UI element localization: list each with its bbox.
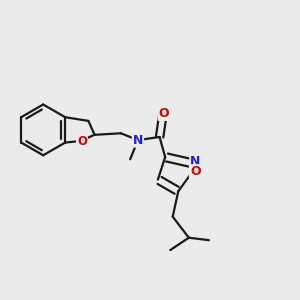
Text: O: O xyxy=(159,107,169,120)
Text: N: N xyxy=(190,155,200,168)
Text: N: N xyxy=(133,134,143,147)
Text: O: O xyxy=(77,136,87,148)
Text: O: O xyxy=(190,165,200,178)
